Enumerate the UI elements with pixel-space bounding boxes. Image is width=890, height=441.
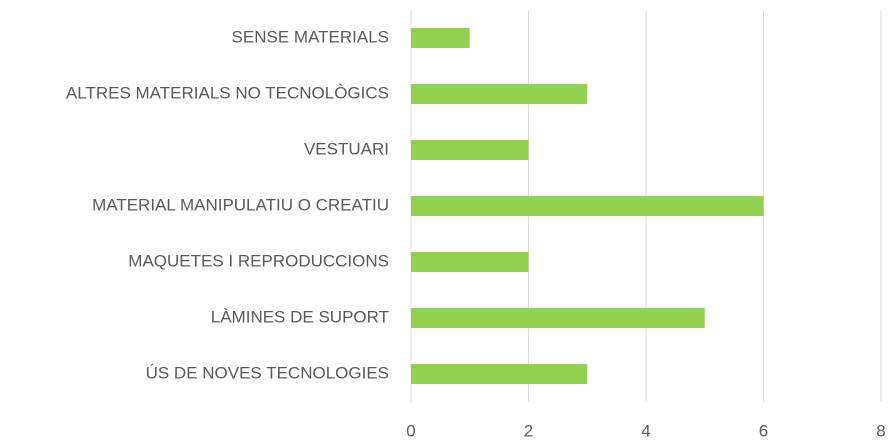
x-tick-label: 4	[641, 421, 650, 440]
y-tick-label: ALTRES MATERIALS NO TECNOLÒGICS	[66, 83, 389, 102]
bar	[411, 364, 588, 384]
y-tick-label: SENSE MATERIALS	[232, 27, 389, 46]
bar	[411, 252, 529, 272]
y-tick-label: MAQUETES I REPRODUCCIONS	[128, 251, 389, 270]
x-tick-label: 2	[524, 421, 533, 440]
x-tick-label: 8	[876, 421, 885, 440]
bar	[411, 196, 764, 216]
bar	[411, 84, 588, 104]
y-tick-label: MATERIAL MANIPULATIU O CREATIU	[92, 195, 389, 214]
y-tick-label: ÚS DE NOVES TECNOLOGIES	[146, 363, 389, 382]
x-tick-label: 0	[406, 421, 415, 440]
y-tick-label: LÀMINES DE SUPORT	[211, 307, 389, 326]
x-tick-label: 6	[759, 421, 768, 440]
bar	[411, 28, 470, 48]
bar	[411, 308, 705, 328]
y-tick-label: VESTUARI	[304, 139, 389, 158]
bar	[411, 140, 529, 160]
